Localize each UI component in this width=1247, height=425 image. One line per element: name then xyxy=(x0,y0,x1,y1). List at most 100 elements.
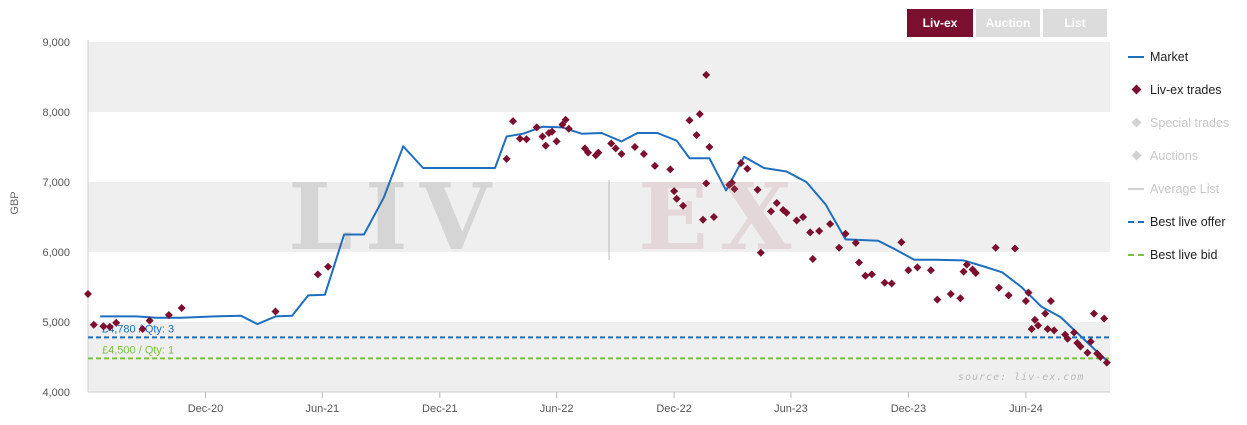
trade-point xyxy=(1050,326,1059,335)
trade-point xyxy=(516,134,524,143)
trade-point xyxy=(861,271,870,280)
legend-item-best-live-offer[interactable]: Best live offer xyxy=(1128,205,1229,238)
trade-point xyxy=(962,260,971,269)
trade-point xyxy=(692,131,701,140)
trade-point xyxy=(705,143,714,151)
market-line xyxy=(100,125,1108,362)
watermark-right: EX xyxy=(638,163,804,271)
trade-point xyxy=(799,213,808,221)
trade-point xyxy=(855,258,863,267)
trade-point xyxy=(826,220,835,228)
legend-item-special-trades[interactable]: Special trades xyxy=(1128,106,1229,139)
trade-point xyxy=(558,120,567,129)
trade-point xyxy=(1100,314,1109,323)
trade-point xyxy=(502,154,511,163)
x-tick-label: Dec-22 xyxy=(656,403,691,415)
trade-point xyxy=(145,316,154,325)
legend-item-market[interactable]: Market xyxy=(1128,40,1229,73)
trade-point xyxy=(913,263,922,272)
legend-item-best-live-bid[interactable]: Best live bid xyxy=(1128,238,1229,271)
grid-band xyxy=(88,182,1110,252)
x-tick-label: Jun-22 xyxy=(540,403,574,415)
trade-point xyxy=(324,262,333,271)
legend-label: Auctions xyxy=(1150,148,1198,163)
liv-ex-watermark: LIV EX xyxy=(288,170,908,265)
trade-point xyxy=(630,143,639,151)
trade-point xyxy=(808,255,817,263)
legend-item-average-list[interactable]: Average List xyxy=(1128,172,1229,205)
trade-point xyxy=(594,148,603,157)
trade-point xyxy=(1034,321,1043,330)
x-tick-label: Dec-21 xyxy=(422,403,457,415)
grid-bands xyxy=(87,40,1110,392)
y-tick-label: 6,000 xyxy=(42,247,70,259)
legend-label: Market xyxy=(1150,49,1189,64)
trade-point xyxy=(112,318,121,327)
trade-point xyxy=(699,215,707,224)
reference-line-label: £4,780 / Qty: 3 xyxy=(102,323,174,335)
diamond-swatch-icon xyxy=(1128,84,1144,96)
source-note: source: liv-ex.com xyxy=(958,372,1085,383)
trade-point xyxy=(584,148,593,157)
trade-point xyxy=(611,144,620,153)
trade-point xyxy=(650,161,659,170)
trade-point xyxy=(806,228,815,237)
trade-point xyxy=(164,311,173,319)
trade-point xyxy=(564,124,573,133)
trade-point xyxy=(666,165,675,174)
trade-point xyxy=(1063,334,1072,343)
trade-point xyxy=(138,325,147,333)
trade-point xyxy=(313,270,322,279)
trade-point xyxy=(1076,342,1085,351)
trade-point xyxy=(767,207,775,216)
trade-point xyxy=(815,227,824,235)
trade-point xyxy=(1004,291,1013,300)
legend-label: Average List xyxy=(1150,181,1220,196)
dash-swatch-icon xyxy=(1128,216,1144,228)
trade-point xyxy=(897,238,906,247)
trade-point xyxy=(695,110,704,119)
trade-point xyxy=(1070,328,1079,337)
diamond-swatch-icon xyxy=(1128,150,1144,162)
legend-item-livex-trades[interactable]: Liv-ex trades xyxy=(1128,73,1229,106)
trade-point xyxy=(552,137,561,146)
y-axis-label: GBP xyxy=(9,191,21,214)
trade-point xyxy=(561,115,570,124)
trade-point xyxy=(772,199,781,207)
trade-point xyxy=(99,322,108,331)
x-tick-label: Jun-21 xyxy=(305,403,339,415)
trade-point xyxy=(959,267,968,276)
trade-point xyxy=(679,201,688,210)
trade-point xyxy=(84,290,92,298)
y-tick-label: 9,000 xyxy=(42,37,70,49)
y-tick-label: 7,000 xyxy=(42,177,70,189)
trade-point xyxy=(991,243,1000,252)
trade-point xyxy=(685,116,694,125)
legend-item-auctions[interactable]: Auctions xyxy=(1128,139,1229,172)
legend-label: Special trades xyxy=(1150,115,1230,130)
dash-swatch-icon xyxy=(1128,249,1144,261)
legend: Market Liv-ex trades Special trades Auct… xyxy=(1128,40,1229,271)
trade-point xyxy=(1030,315,1039,324)
reference-line-label: £4,500 / Qty: 1 xyxy=(102,344,174,356)
trade-point xyxy=(271,307,280,316)
y-tick-label: 5,000 xyxy=(42,317,70,329)
trade-point xyxy=(1024,288,1033,297)
grid-band xyxy=(88,42,1110,112)
trade-point xyxy=(904,266,913,275)
tab-auction[interactable]: Auction xyxy=(976,9,1040,37)
trade-point xyxy=(538,132,547,141)
trade-point xyxy=(617,150,626,158)
tab-liv-ex[interactable]: Liv-ex xyxy=(907,9,973,37)
trade-point xyxy=(880,278,889,287)
legend-label: Best live offer xyxy=(1150,214,1226,229)
trade-point xyxy=(509,117,517,126)
trade-point xyxy=(1102,358,1111,367)
trade-point xyxy=(177,304,186,312)
market-series xyxy=(100,125,1108,362)
y-tick-label: 4,000 xyxy=(42,387,70,399)
y-axis: 4,000 5,000 6,000 7,000 8,000 9,000 xyxy=(42,37,70,399)
tab-list[interactable]: List xyxy=(1043,9,1107,37)
trade-point xyxy=(541,141,550,150)
trade-point xyxy=(1041,309,1050,318)
